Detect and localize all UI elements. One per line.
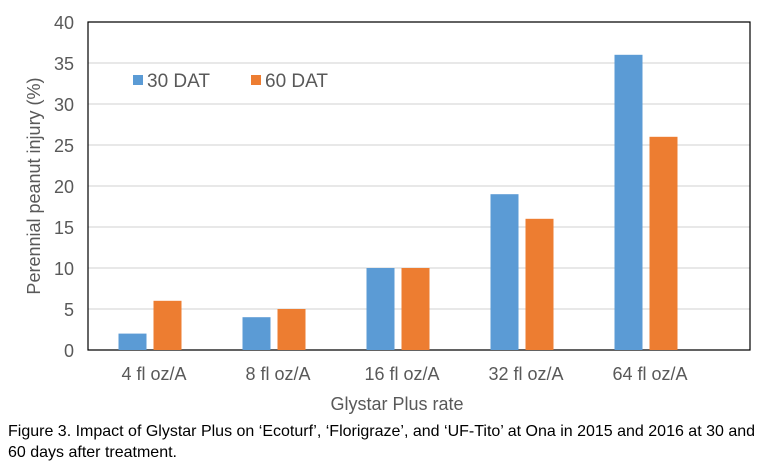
bar-60-dat	[153, 300, 182, 350]
y-tick-label: 40	[54, 13, 74, 33]
legend-label: 60 DAT	[265, 71, 328, 92]
figure-caption: Figure 3. Impact of Glystar Plus on ‘Eco…	[8, 423, 756, 461]
y-tick-label: 0	[64, 341, 74, 361]
bar-60-dat	[525, 218, 554, 350]
y-tick-label: 5	[64, 300, 74, 320]
x-tick-label: 64 fl oz/A	[612, 364, 687, 384]
bar-60-dat	[401, 268, 430, 350]
y-tick-label: 30	[54, 95, 74, 115]
y-tick-label: 25	[54, 136, 74, 156]
bar-30-dat	[118, 333, 147, 350]
y-tick-label: 20	[54, 177, 74, 197]
x-axis-label: Glystar Plus rate	[330, 394, 463, 414]
y-tick-label: 15	[54, 218, 74, 238]
x-tick-label: 32 fl oz/A	[488, 364, 563, 384]
bar-60-dat	[649, 136, 678, 350]
y-tick-label: 10	[54, 259, 74, 279]
legend-swatch	[251, 75, 261, 85]
bar-60-dat	[277, 309, 306, 350]
x-tick-label: 4 fl oz/A	[121, 364, 186, 384]
x-tick-label: 16 fl oz/A	[364, 364, 439, 384]
bar-30-dat	[614, 54, 643, 351]
legend-swatch	[133, 75, 143, 85]
bar-30-dat	[366, 268, 395, 350]
x-tick-label: 8 fl oz/A	[245, 364, 310, 384]
y-axis-label: Perennial peanut injury (%)	[24, 77, 44, 294]
bar-chart: 0 5 10 15 20 25 30 35 40 4 fl oz/A 8 fl oz/A 16 fl …	[24, 13, 751, 414]
bar-30-dat	[490, 194, 519, 350]
y-tick-label: 35	[54, 54, 74, 74]
legend-label: 30 DAT	[147, 71, 210, 92]
bar-30-dat	[242, 317, 271, 350]
